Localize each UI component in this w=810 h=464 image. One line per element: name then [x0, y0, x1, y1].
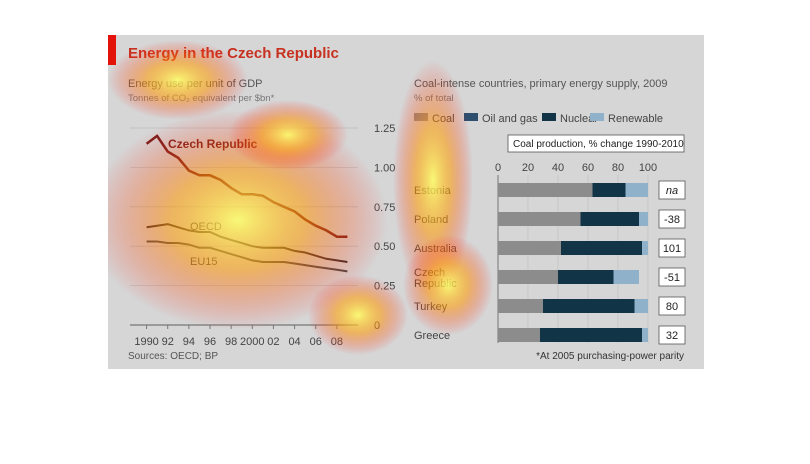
bar-segment-coal — [498, 328, 540, 342]
series-label: EU15 — [190, 256, 218, 268]
coal-change-box — [658, 238, 686, 258]
x-tick-label: 98 — [225, 336, 237, 348]
legend-swatch — [590, 113, 604, 121]
bar-segment-nuclear — [592, 183, 626, 197]
category-label: Australia — [414, 243, 458, 255]
y-tick-label: 0 — [374, 320, 380, 332]
category-label: Estonia — [414, 185, 452, 197]
bar-segment-nuclear — [561, 241, 642, 255]
bar-segment-coal — [498, 270, 558, 284]
right-chart-title: Coal-intense countries, primary energy s… — [414, 78, 668, 90]
bar-x-tick-label: 100 — [639, 162, 657, 174]
category-label: Republic — [414, 278, 457, 290]
coal-prod-header: Coal production, % change 1990-2010 — [513, 139, 684, 150]
y-tick-label: 0.75 — [374, 202, 395, 214]
bar-x-tick-label: 40 — [552, 162, 564, 174]
legend-label: Coal — [432, 113, 455, 125]
bar-segment-renewable — [634, 299, 648, 313]
coal-change-value: -51 — [664, 272, 680, 284]
bar-x-tick-label: 20 — [522, 162, 534, 174]
coal-change-value: na — [666, 185, 678, 197]
legend-swatch — [542, 113, 556, 121]
x-tick-label: 1990 — [134, 336, 158, 348]
y-tick-label: 0.25 — [374, 281, 395, 293]
bar-segment-coal — [498, 241, 561, 255]
series-line-czech-republic — [145, 134, 348, 238]
legend-label: Renewable — [608, 113, 663, 125]
footnote: *At 2005 purchasing-power parity — [536, 351, 684, 362]
x-tick-label: 06 — [310, 336, 322, 348]
bar-segment-nuclear — [558, 270, 614, 284]
coal-change-value: 101 — [663, 243, 681, 255]
chart-panel: Energy in the Czech Republic Energy use … — [108, 35, 704, 369]
coal-change-box — [658, 180, 686, 200]
coal-change-box — [658, 209, 686, 229]
category-label: Greece — [414, 330, 450, 342]
bar-segment-renewable — [639, 212, 648, 226]
x-tick-label: 08 — [331, 336, 343, 348]
y-tick-label: 1.25 — [374, 123, 395, 135]
bar-x-tick-label: 0 — [495, 162, 501, 174]
bar-x-tick-label: 60 — [582, 162, 594, 174]
x-tick-label: 92 — [162, 336, 174, 348]
x-tick-label: 04 — [288, 336, 300, 348]
bar-segment-coal — [498, 183, 593, 197]
coal-change-box — [658, 325, 686, 345]
y-tick-label: 1.00 — [374, 162, 395, 174]
bar-segment-coal — [498, 212, 581, 226]
bar-segment-nuclear — [580, 212, 639, 226]
coal-change-box — [658, 267, 686, 287]
coal-change-box — [658, 296, 686, 316]
x-tick-label: 96 — [204, 336, 216, 348]
x-tick-label: 2000 — [240, 336, 264, 348]
legend-swatch — [414, 113, 428, 121]
bar-segment-coal — [498, 299, 543, 313]
series-label: OECD — [190, 221, 222, 233]
bar-segment-renewable — [642, 328, 648, 342]
coal-prod-header-box — [507, 134, 685, 153]
coal-change-value: 32 — [666, 330, 678, 342]
legend-swatch — [464, 113, 478, 121]
bar-segment-renewable — [625, 183, 648, 197]
bar-segment-nuclear — [540, 328, 642, 342]
legend-label: Oil and gas — [482, 113, 538, 125]
series-label: Czech Republic — [168, 137, 258, 151]
bar-segment-renewable — [613, 270, 639, 284]
bar-segment-renewable — [642, 241, 648, 255]
source-note: Sources: OECD; BP — [128, 351, 219, 362]
bar-segment-nuclear — [543, 299, 635, 313]
coal-change-value: 80 — [666, 301, 678, 313]
bar-x-tick-label: 80 — [612, 162, 624, 174]
x-tick-label: 94 — [183, 336, 195, 348]
legend-label: Nuclear — [560, 113, 598, 125]
category-label: Turkey — [414, 301, 448, 313]
coal-change-value: -38 — [664, 214, 680, 226]
category-label: Poland — [414, 214, 448, 226]
y-tick-label: 0.50 — [374, 241, 395, 253]
x-tick-label: 02 — [267, 336, 279, 348]
